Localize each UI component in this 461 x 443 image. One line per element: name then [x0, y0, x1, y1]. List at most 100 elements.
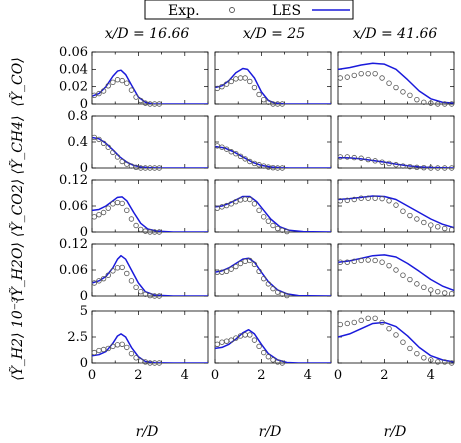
exp-point [124, 270, 130, 277]
panel-frame [91, 310, 209, 364]
exp-point [265, 281, 272, 287]
exp-point [379, 319, 385, 326]
exp-point [344, 197, 350, 204]
exp-point [96, 278, 102, 284]
exp-point [428, 165, 434, 171]
les-line [92, 69, 208, 104]
exp-point [448, 227, 455, 233]
exp-point [351, 196, 357, 203]
exp-point [105, 345, 111, 352]
exp-point [91, 92, 98, 99]
y-tick-label: 0.8 [67, 109, 88, 124]
les-line [92, 333, 208, 363]
exp-point [351, 258, 357, 265]
exp-point [105, 83, 111, 89]
panels: 00.020.040.0600.40.800.060.1200.060.1202… [59, 45, 455, 383]
exp-point [365, 70, 371, 77]
exp-point [407, 276, 413, 283]
exp-point [228, 78, 234, 85]
y-tick-label: 5 [80, 304, 88, 319]
exp-point [386, 325, 392, 332]
exp-point [261, 349, 267, 356]
exp-point [358, 70, 364, 77]
x-tick-label: 4 [181, 368, 189, 383]
y-tick-label: 0 [80, 225, 88, 240]
exp-point [100, 275, 107, 282]
exp-point [261, 96, 267, 103]
exp-point [270, 285, 276, 292]
exp-point [110, 343, 116, 350]
exp-point [428, 100, 434, 106]
x-tick-label: 2 [380, 368, 388, 383]
exp-point [247, 257, 253, 264]
exp-point [279, 360, 285, 366]
exp-point [393, 202, 399, 208]
exp-point [358, 155, 364, 161]
exp-point [448, 291, 455, 297]
exp-point [365, 315, 371, 321]
exp-point [393, 332, 399, 338]
ylabel-ch4: ⟨Ỹ_CH4⟩ [8, 116, 26, 175]
exp-point [233, 150, 239, 157]
exp-point [386, 198, 392, 204]
col-header-3: x/D = 41.66 [353, 26, 438, 42]
exp-point [407, 212, 413, 219]
exp-point [400, 89, 406, 95]
exp-point [421, 164, 427, 171]
exp-point [400, 272, 406, 278]
exp-point [372, 315, 378, 321]
x-tick-label: 0 [88, 368, 96, 383]
panel-r0-c2 [337, 51, 455, 107]
exp-point [442, 165, 448, 171]
exp-point [223, 81, 230, 87]
exp-point [156, 360, 162, 366]
exp-point [265, 218, 272, 224]
exp-point [344, 320, 350, 327]
exp-point [119, 77, 125, 84]
exp-point [237, 75, 244, 81]
panel-frame [214, 51, 332, 105]
exp-point [393, 84, 399, 91]
ylabel-co2: ⟨Ỹ_CO2⟩ [8, 179, 26, 237]
exp-point [228, 337, 234, 343]
exp-point [128, 278, 135, 284]
exp-point [110, 149, 116, 156]
legend: Exp. LES [144, 0, 354, 20]
y-tick-label: 0.06 [59, 263, 88, 278]
exp-point [124, 207, 130, 214]
les-line [215, 328, 331, 363]
y-tick-label: 0 [80, 97, 88, 112]
x-tick-label: 0 [334, 368, 342, 383]
exp-point [223, 338, 230, 344]
exp-point [442, 101, 448, 107]
les-line [338, 254, 454, 292]
exp-point [358, 257, 364, 264]
panel-frame [337, 179, 455, 233]
exp-point [400, 339, 406, 345]
exp-point [110, 79, 116, 86]
exp-point [124, 161, 130, 167]
y-tick-label: 0.04 [59, 62, 88, 77]
exp-point [124, 344, 130, 351]
exp-point [414, 164, 420, 171]
exp-point [251, 84, 258, 91]
y-tick-label: 2.5 [67, 330, 88, 345]
panel-frame [91, 243, 209, 297]
exp-point [96, 211, 102, 218]
exp-point [448, 101, 455, 107]
exp-point [379, 159, 385, 165]
exp-point [124, 80, 130, 86]
exp-point [128, 87, 135, 93]
exp-point [428, 357, 434, 363]
exp-point [219, 144, 225, 150]
exp-point [344, 259, 350, 265]
exp-point [379, 75, 385, 81]
exp-point [414, 216, 420, 222]
exp-point [270, 222, 276, 229]
exp-point [228, 149, 234, 155]
panel-frame [337, 51, 455, 105]
exp-point [110, 268, 116, 274]
y-tick-label: 0.12 [59, 173, 88, 188]
exp-point [407, 345, 413, 352]
